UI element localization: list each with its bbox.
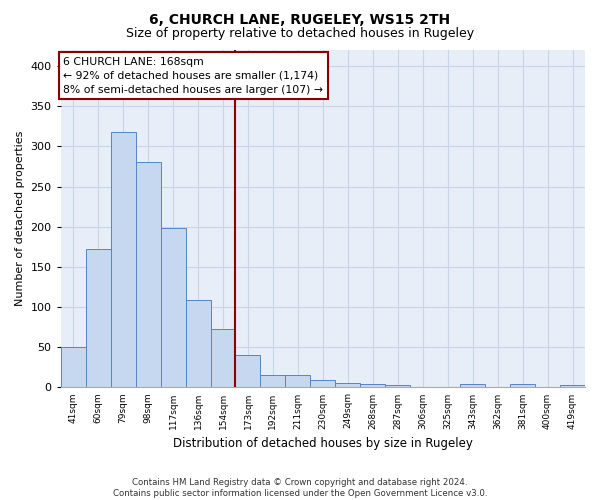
Bar [286,376,310,388]
Bar [161,228,185,388]
Bar [211,329,235,388]
Bar [361,384,385,388]
Text: Contains HM Land Registry data © Crown copyright and database right 2024.
Contai: Contains HM Land Registry data © Crown c… [113,478,487,498]
Bar [335,382,361,388]
Bar [260,376,286,388]
Bar [61,348,86,388]
Bar [235,356,260,388]
Bar [560,385,585,388]
Y-axis label: Number of detached properties: Number of detached properties [15,131,25,306]
X-axis label: Distribution of detached houses by size in Rugeley: Distribution of detached houses by size … [173,437,473,450]
Bar [110,132,136,388]
Text: Size of property relative to detached houses in Rugeley: Size of property relative to detached ho… [126,28,474,40]
Bar [86,249,110,388]
Bar [385,385,410,388]
Text: 6 CHURCH LANE: 168sqm
← 92% of detached houses are smaller (1,174)
8% of semi-de: 6 CHURCH LANE: 168sqm ← 92% of detached … [64,56,323,94]
Bar [510,384,535,388]
Bar [136,162,161,388]
Bar [460,384,485,388]
Text: 6, CHURCH LANE, RUGELEY, WS15 2TH: 6, CHURCH LANE, RUGELEY, WS15 2TH [149,12,451,26]
Bar [310,380,335,388]
Bar [185,300,211,388]
